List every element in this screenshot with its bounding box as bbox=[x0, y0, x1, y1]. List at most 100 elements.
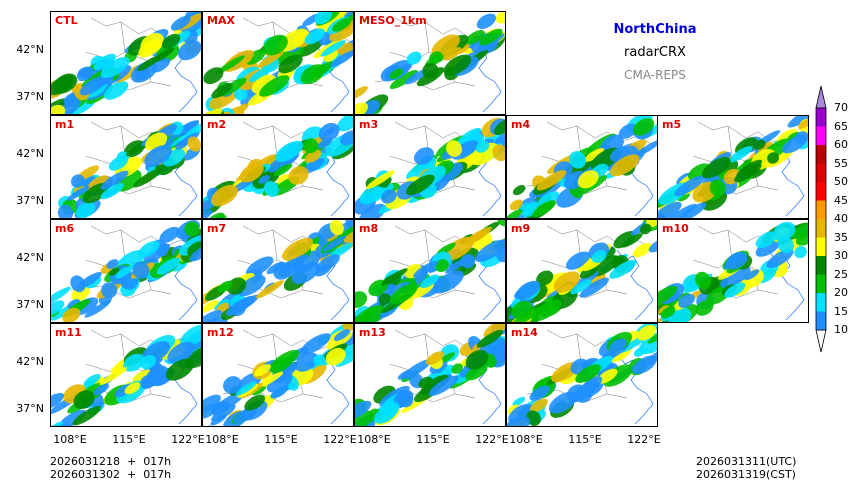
lon-label: 108°E bbox=[357, 433, 391, 446]
lon-label: 115°E bbox=[568, 433, 602, 446]
lat-label: 37°N bbox=[16, 194, 44, 207]
colorbar-segment bbox=[816, 237, 826, 256]
radar-map bbox=[355, 116, 505, 218]
radar-map bbox=[355, 12, 505, 114]
province-boundary bbox=[70, 17, 200, 91]
coastline bbox=[616, 249, 654, 321]
panel-label: m12 bbox=[207, 326, 234, 339]
lon-label: 122°E bbox=[171, 433, 205, 446]
model-title: CMA-REPS bbox=[624, 68, 686, 82]
colorbar-tick-label: 10 bbox=[834, 323, 848, 336]
panel-meso_1km: MESO_1km bbox=[354, 11, 506, 115]
panel-m13: m13 bbox=[354, 323, 506, 427]
colorbar-segment bbox=[816, 182, 826, 201]
colorbar-segment bbox=[816, 108, 826, 127]
panel-label: m4 bbox=[511, 118, 531, 131]
panel-m6: m6 bbox=[50, 219, 202, 323]
radar-map bbox=[203, 324, 353, 426]
radar-map bbox=[507, 220, 657, 322]
colorbar-segment bbox=[816, 256, 826, 275]
panel-m8: m8 bbox=[354, 219, 506, 323]
colorbar-tick-label: 55 bbox=[834, 156, 848, 170]
panel-label: MESO_1km bbox=[359, 14, 427, 27]
radar-map bbox=[203, 12, 353, 114]
lon-label: 108°E bbox=[509, 433, 543, 446]
panel-m2: m2 bbox=[202, 115, 354, 219]
radar-map bbox=[355, 324, 505, 426]
radar-echo bbox=[51, 324, 201, 426]
colorbar-tick-label: 65 bbox=[834, 119, 848, 133]
lat-label: 37°N bbox=[16, 402, 44, 415]
colorbar-tick-label: 15 bbox=[834, 304, 848, 318]
colorbar-segment bbox=[816, 311, 826, 330]
radar-map bbox=[203, 116, 353, 218]
colorbar-segment bbox=[816, 163, 826, 182]
panel-label: m7 bbox=[207, 222, 227, 235]
lat-label: 42°N bbox=[16, 251, 44, 264]
radar-echo bbox=[658, 221, 808, 322]
lon-label: 122°E bbox=[627, 433, 661, 446]
lon-label: 115°E bbox=[112, 433, 146, 446]
lat-label: 42°N bbox=[16, 43, 44, 56]
panel-label: m9 bbox=[511, 222, 531, 235]
lon-label: 122°E bbox=[323, 433, 357, 446]
radar-echo bbox=[507, 324, 657, 426]
colorbar-segment bbox=[816, 293, 826, 312]
radar-echo bbox=[57, 120, 201, 218]
panel-m12: m12 bbox=[202, 323, 354, 427]
radar-map bbox=[507, 116, 657, 218]
radar-echo bbox=[203, 116, 353, 218]
colorbar-segment bbox=[816, 200, 826, 219]
valid-time-utc: 2026031311(UTC) bbox=[696, 455, 797, 468]
lat-label: 37°N bbox=[16, 298, 44, 311]
colorbar-segment bbox=[816, 145, 826, 164]
panel-m4: m4 bbox=[506, 115, 658, 219]
radar-echo bbox=[51, 12, 201, 114]
panel-m7: m7 bbox=[202, 219, 354, 323]
radar-echo bbox=[355, 220, 505, 322]
panel-m3: m3 bbox=[354, 115, 506, 219]
panel-m11: m11 bbox=[50, 323, 202, 427]
lat-label: 42°N bbox=[16, 355, 44, 368]
colorbar-segment bbox=[816, 219, 826, 238]
colorbar-tick-label: 35 bbox=[834, 230, 848, 244]
colorbar-tick-label: 40 bbox=[834, 212, 848, 225]
colorbar-tick-label: 50 bbox=[834, 175, 848, 188]
init-time-line2: 2026031302 + 017h bbox=[50, 468, 172, 481]
colorbar-tick-label: 30 bbox=[834, 249, 848, 262]
lat-label: 37°N bbox=[16, 90, 44, 103]
panel-label: m1 bbox=[55, 118, 75, 131]
radar-echo bbox=[355, 324, 505, 426]
panel-label: m14 bbox=[511, 326, 538, 339]
panel-ctl: CTL bbox=[50, 11, 202, 115]
panel-label: CTL bbox=[55, 14, 78, 27]
colorbar-tick-label: 20 bbox=[834, 286, 848, 299]
radar-echo bbox=[203, 220, 353, 322]
panel-label: m3 bbox=[359, 118, 379, 131]
panel-label: m2 bbox=[207, 118, 227, 131]
panel-m1: m1 bbox=[50, 115, 202, 219]
panel-label: m11 bbox=[55, 326, 82, 339]
panel-m5: m5 bbox=[657, 115, 809, 219]
radar-echo bbox=[51, 220, 201, 322]
region-title: NorthChina bbox=[613, 22, 697, 37]
lon-label: 108°E bbox=[53, 433, 87, 446]
colorbar-tick-label: 70 bbox=[834, 101, 848, 114]
panel-label: m10 bbox=[662, 222, 689, 235]
radar-echo bbox=[203, 12, 353, 114]
lon-label: 122°E bbox=[475, 433, 509, 446]
variable-title: radarCRX bbox=[624, 45, 686, 60]
radar-map bbox=[355, 220, 505, 322]
province-boundary bbox=[374, 17, 504, 91]
colorbar-segment bbox=[816, 274, 826, 293]
radar-map bbox=[51, 12, 201, 114]
colorbar-tick-label: 60 bbox=[834, 138, 848, 151]
radar-echo bbox=[507, 116, 657, 218]
panel-m10: m10 bbox=[657, 219, 809, 323]
panel-m9: m9 bbox=[506, 219, 658, 323]
radar-map bbox=[51, 220, 201, 322]
colorbar-over bbox=[815, 85, 827, 109]
coastline bbox=[616, 353, 654, 425]
radar-echo bbox=[355, 12, 505, 114]
colorbar-frame bbox=[815, 107, 827, 331]
